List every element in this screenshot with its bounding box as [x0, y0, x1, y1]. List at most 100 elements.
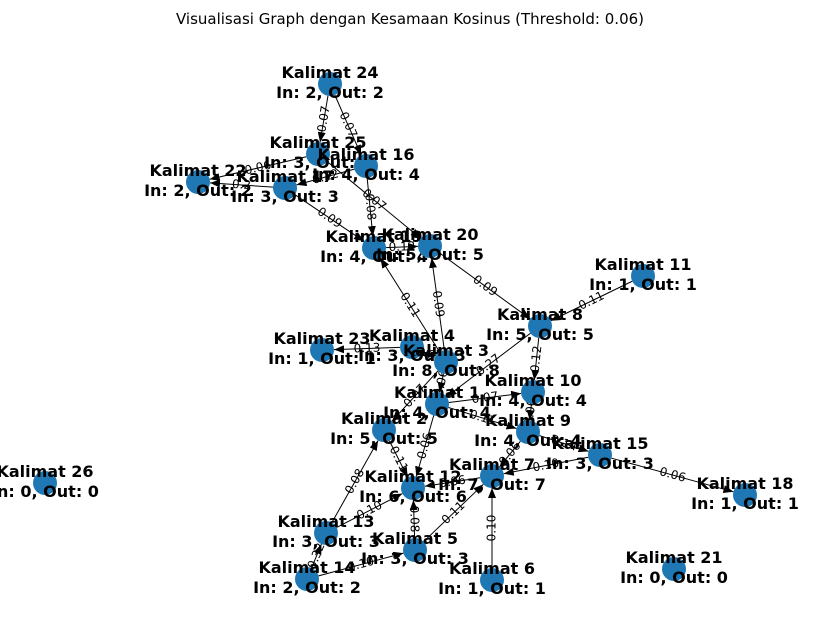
edge-weight-label: 0.12 [311, 166, 340, 187]
node-degree-label: In: 4, Out: 4 [383, 403, 491, 422]
node-k5: Kalimat 5In: 3, Out: 3 [361, 529, 469, 568]
edge-weight-label: 0.06 [658, 464, 687, 485]
edge-k3-k19 [379, 257, 441, 353]
node-circle [310, 338, 334, 362]
edge-k1-k12 [415, 415, 435, 477]
node-degree-label: In: 3, Out: 3 [361, 549, 469, 568]
node-circle [588, 443, 612, 467]
edge-k3-k2 [391, 370, 439, 422]
edge-k25-k20 [326, 161, 422, 239]
node-circle [403, 538, 427, 562]
node-degree-label: In: 3, Out: 3 [272, 532, 380, 551]
edge-weight-label: 0.06 [431, 368, 450, 397]
node-degree-label: In: 5, Out: 5 [330, 429, 438, 448]
node-k3: Kalimat 3In: 8, Out: 8 [392, 341, 500, 380]
node-name-label: Kalimat 11 [594, 255, 691, 274]
node-degree-label: In: 5, Out: 5 [376, 245, 484, 264]
node-degree-label: In: 7, Out: 7 [438, 475, 546, 494]
edge-k5-k12 [409, 499, 418, 539]
edge-k9-k15 [539, 435, 589, 453]
edge-k15-k18 [611, 457, 734, 494]
node-circle [662, 557, 686, 581]
node-degree-label: In: 6, Out: 6 [359, 487, 467, 506]
node-degree-label: In: 2, Out: 2 [144, 181, 252, 200]
edge-k17-k22 [209, 179, 274, 188]
edge-k4-k3 [422, 349, 436, 358]
node-name-label: Kalimat 15 [551, 434, 648, 453]
edge-weight-label: 0.12 [388, 239, 415, 254]
node-circle [480, 568, 504, 592]
edge-k17-k19 [294, 194, 365, 242]
node-name-label: Kalimat 6 [449, 559, 535, 578]
node-degree-label: In: 0, Out: 0 [620, 568, 728, 587]
edge-weight-label: 0.06 [243, 158, 272, 178]
node-degree-label: In: 5, Out: 5 [486, 325, 594, 344]
node-degree-label: In: 1, Out: 1 [438, 579, 546, 598]
node-circle [521, 380, 545, 404]
edge-k9-k7 [499, 440, 521, 468]
node-name-label: Kalimat 13 [277, 512, 374, 531]
node-name-label: Kalimat 4 [369, 326, 455, 345]
edge-k14-k13 [311, 543, 322, 569]
node-name-label: Kalimat 20 [381, 225, 478, 244]
edge-weight-label: 0.06 [438, 473, 467, 491]
node-k8: Kalimat 8In: 5, Out: 5 [486, 305, 594, 344]
edge-k13-k12 [336, 493, 403, 528]
node-degree-label: In: 3, Out: 3 [264, 153, 372, 172]
node-name-label: Kalimat 24 [281, 63, 378, 82]
node-circle [480, 464, 504, 488]
node-circle [418, 234, 442, 258]
node-circle [306, 142, 330, 166]
node-name-label: Kalimat 26 [0, 462, 94, 481]
edge-weight-label: 0.09 [430, 290, 448, 318]
edge-k16-k19 [366, 177, 376, 237]
node-degree-label: In: 4, Out: 4 [479, 391, 587, 410]
node-degree-label: In: 4, Out: 4 [474, 431, 582, 450]
node-name-label: Kalimat 8 [497, 305, 583, 324]
node-degree-label: In: 3, Out: 3 [546, 454, 654, 473]
node-degree-label: In: 8, Out: 8 [392, 361, 500, 380]
edge-k1-k10 [448, 390, 522, 404]
node-name-label: Kalimat 14 [258, 558, 355, 577]
edge-k25-k22 [209, 156, 307, 181]
edge-k11-k8 [550, 280, 633, 322]
node-circle [273, 176, 297, 200]
edge-k19-k20 [385, 242, 419, 251]
edge-k16-k17 [296, 168, 355, 187]
node-name-label: Kalimat 5 [372, 529, 458, 548]
edge-k10-k9 [526, 403, 535, 421]
node-circle [186, 170, 210, 194]
edge-k24-k25 [317, 95, 329, 143]
node-name-label: Kalimat 17 [236, 167, 333, 186]
node-name-label: Kalimat 16 [317, 145, 414, 164]
edge-k2-k12 [388, 440, 409, 478]
edge-k1-k9 [448, 407, 517, 430]
node-circle [425, 392, 449, 416]
node-k6: Kalimat 6In: 1, Out: 1 [438, 559, 546, 598]
node-name-label: Kalimat 22 [149, 161, 246, 180]
edge-weight-label: 0.07 [471, 389, 499, 406]
edge-weight-label: 0.13 [353, 341, 380, 356]
node-degree-label: In: 4, Out: 4 [320, 247, 428, 266]
node-degree-label: In: 3, Out: 3 [231, 187, 339, 206]
edge-weight-label: 0.10 [531, 456, 560, 475]
node-circle [372, 418, 396, 442]
edge-weight-label: 0.08 [407, 505, 422, 532]
node-degree-label: In: 1, Out: 1 [589, 275, 697, 294]
edge-weight-label: 0.10 [485, 515, 499, 542]
node-circle [354, 154, 378, 178]
node-name-label: Kalimat 3 [403, 341, 489, 360]
node-name-label: Kalimat 9 [485, 411, 571, 430]
edge-weight-label: 0.09 [470, 272, 500, 299]
